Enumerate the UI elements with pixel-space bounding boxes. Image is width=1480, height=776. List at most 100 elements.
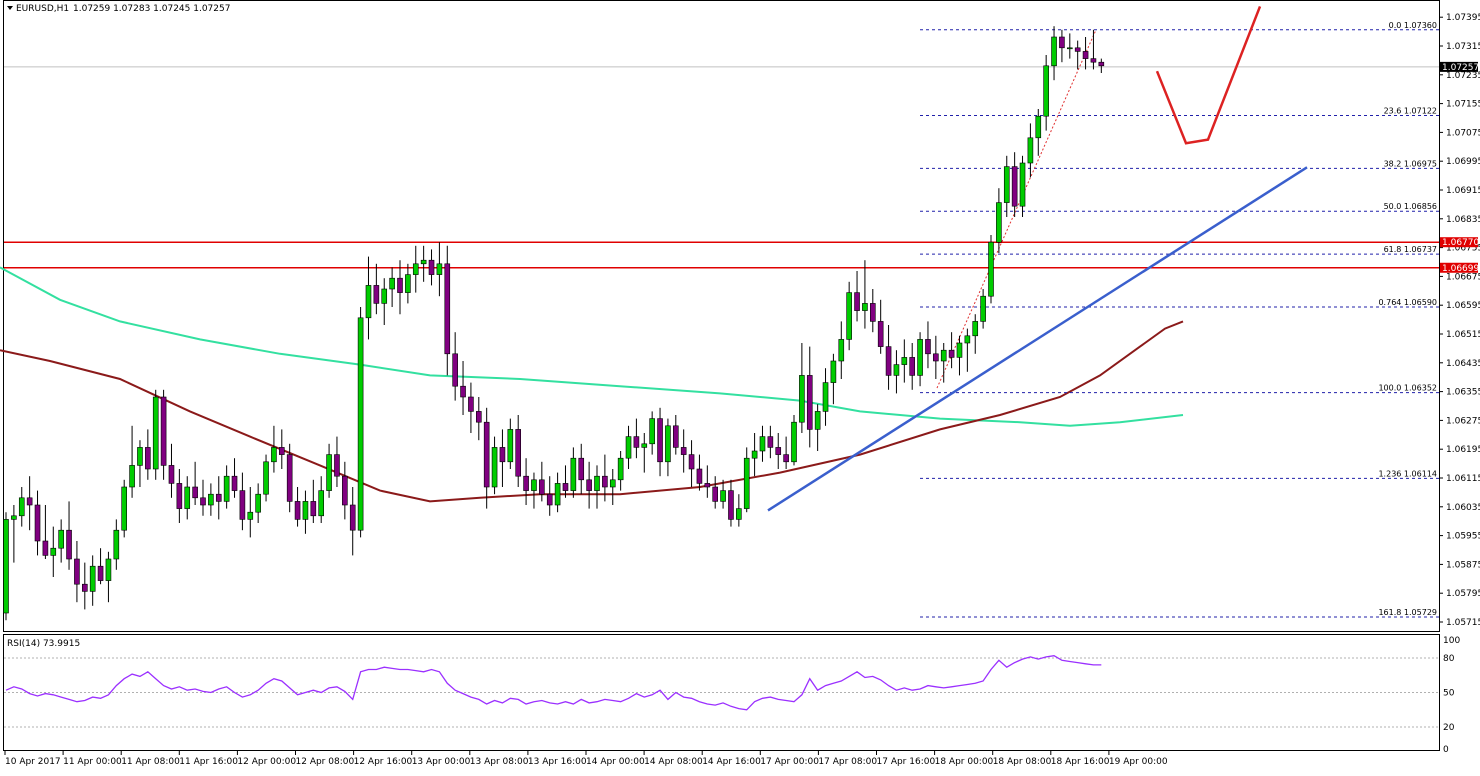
candle-body [562, 483, 569, 491]
candle-body [74, 558, 80, 585]
candle-body [893, 364, 900, 376]
candle-body [11, 515, 17, 520]
candle-body [160, 396, 167, 466]
candle [1019, 155, 1026, 217]
time-tick-label: 13 Apr 08:00 [470, 757, 529, 767]
candle [160, 389, 167, 480]
candle-body [286, 454, 293, 502]
candle [933, 335, 939, 379]
rsi-line [5, 655, 1102, 711]
candle [278, 429, 285, 469]
candle-body [948, 349, 955, 358]
price-tick-label: 1.06675 [1446, 272, 1480, 282]
candle-body [1019, 162, 1026, 207]
candle-body [523, 475, 529, 491]
candle-body [964, 335, 971, 344]
candle-body [50, 547, 57, 556]
candle [349, 487, 356, 556]
rsi-label: RSI(14) 73.9915 [7, 639, 80, 649]
candle-body [672, 425, 679, 448]
candle [1082, 37, 1089, 70]
candle [814, 404, 821, 451]
price-tick-label: 1.06515 [1446, 330, 1480, 340]
candle-body [310, 501, 317, 517]
candle-body [988, 241, 994, 297]
time-tick-label: 11 Apr 16:00 [179, 757, 238, 767]
candle-body [783, 454, 789, 463]
candle [988, 235, 994, 304]
candle-body [956, 342, 963, 358]
candle [334, 436, 340, 487]
candle [26, 476, 33, 531]
candle [972, 314, 979, 354]
candle [1051, 26, 1057, 81]
candle [554, 472, 561, 513]
price-tick-label: 1.06115 [1446, 474, 1480, 484]
candle-body [531, 479, 537, 491]
candle [11, 505, 17, 563]
candle-body [192, 486, 198, 499]
candle-body [657, 418, 663, 463]
candle-body [806, 375, 813, 430]
price-tick-label: 1.06755 [1446, 244, 1480, 254]
rsi-tick-label: 20 [1443, 723, 1455, 733]
candle [893, 350, 900, 394]
candle [310, 479, 317, 523]
dropdown-arrow-icon[interactable] [7, 6, 13, 10]
candle [302, 490, 309, 534]
candle-body [357, 317, 364, 531]
fib-level-label: 23.6 1.07122 [1384, 106, 1437, 115]
fib-level-label: 61.8 1.06737 [1384, 245, 1437, 254]
candle [468, 382, 474, 433]
candle [783, 436, 789, 469]
candle-body [168, 465, 175, 484]
candle [531, 472, 537, 509]
candle-body [468, 396, 474, 412]
candle-body [200, 497, 206, 506]
candle-body [405, 274, 411, 293]
time-tick-label: 18 Apr 08:00 [993, 757, 1052, 767]
candle [657, 407, 663, 477]
candle-body [515, 429, 522, 477]
candle [342, 461, 348, 520]
candle-body [609, 479, 616, 488]
candle-body [302, 501, 309, 520]
candle-body [775, 447, 782, 455]
candle-body [909, 357, 916, 376]
candle [956, 335, 963, 376]
candle-body [901, 357, 908, 365]
candle [176, 469, 183, 523]
candle [129, 425, 135, 498]
price-tick-label: 1.06355 [1446, 388, 1480, 398]
candle [452, 332, 458, 401]
candle-body [1082, 51, 1089, 59]
candle [665, 418, 671, 477]
candle [728, 479, 734, 527]
candle [137, 440, 143, 487]
candle-body [26, 497, 33, 506]
candle [806, 346, 813, 448]
candle-body [720, 490, 726, 502]
candle [357, 307, 364, 538]
candle-body [184, 486, 191, 509]
candle [1059, 29, 1065, 63]
time-tick-label: 17 Apr 00:00 [760, 757, 819, 767]
price-tick-label: 1.07395 [1446, 13, 1480, 23]
candle [121, 479, 127, 538]
candle-body [278, 447, 285, 455]
candle-body [1003, 166, 1010, 203]
fib-level-label: 38.2 1.06975 [1384, 159, 1437, 168]
candle [397, 260, 403, 315]
candle [475, 397, 482, 441]
candle-body [830, 360, 837, 383]
candle-body [925, 339, 931, 355]
candle-body [712, 486, 719, 502]
moving-averages-layer [0, 266, 1184, 503]
candle-body [594, 475, 600, 491]
candle-body [704, 483, 711, 488]
candle-body [814, 411, 821, 430]
candle-body [121, 486, 127, 531]
candle [633, 418, 640, 459]
